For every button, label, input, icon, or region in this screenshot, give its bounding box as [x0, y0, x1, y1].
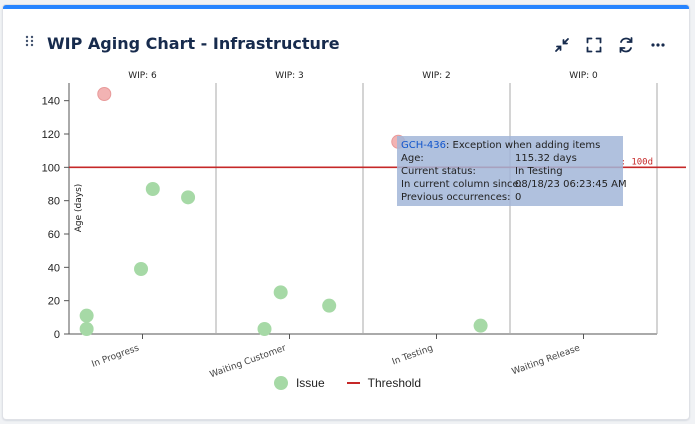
x-tick-label: Waiting Customer	[209, 343, 288, 380]
issue-tooltip: GCH-436: Exception when adding items Age…	[397, 136, 627, 206]
issue-point	[181, 190, 196, 205]
legend-issue-marker	[273, 376, 288, 390]
issue-point	[145, 182, 160, 196]
legend-item-issue[interactable]: Issue	[273, 376, 325, 390]
gadget-toolbar	[553, 36, 667, 54]
tooltip-row-age: Age: 115.32 days	[401, 152, 619, 165]
y-tick-label: 20	[48, 296, 60, 308]
tooltip-label: In current column since:	[401, 179, 523, 190]
issue-point-highlighted	[97, 87, 112, 101]
issue-point	[134, 262, 149, 276]
issue-point	[322, 298, 337, 313]
tooltip-label: Current status:	[401, 166, 476, 177]
gadget-card: WIP Aging Chart - Infrastructure	[3, 5, 689, 419]
issue-point	[273, 285, 288, 300]
wip-label: WIP: 6	[128, 71, 157, 81]
y-tick-label: 100	[42, 162, 60, 174]
x-tick-label: In Progress	[90, 343, 140, 369]
issue-key-link[interactable]: GCH-436	[401, 140, 446, 151]
tooltip-value: 115.32 days	[515, 153, 577, 164]
y-axis-label: Age (days)	[74, 184, 84, 233]
issue-point	[473, 318, 488, 333]
y-tick-label: 120	[42, 129, 60, 141]
issue-point	[79, 308, 94, 323]
more-icon[interactable]	[649, 36, 667, 54]
tooltip-label: Previous occurrences:	[401, 192, 511, 203]
threshold-tag: : 100d	[620, 157, 653, 167]
issue-point	[257, 322, 272, 336]
drag-handle-icon[interactable]	[25, 35, 35, 49]
legend-threshold-label: Threshold	[367, 376, 422, 390]
y-tick-label: 140	[42, 96, 60, 108]
wip-label: WIP: 3	[275, 71, 304, 81]
tooltip-row-occurrences: Previous occurrences: 0	[401, 191, 619, 204]
tooltip-label: Age:	[401, 153, 424, 164]
refresh-icon[interactable]	[617, 36, 635, 54]
tooltip-value: In Testing	[515, 166, 563, 177]
wip-label: WIP: 0	[569, 71, 598, 81]
legend-issue-label: Issue	[295, 376, 325, 390]
y-tick-label: 80	[48, 196, 60, 208]
gadget-title: WIP Aging Chart - Infrastructure	[47, 34, 340, 53]
y-tick-label: 0	[54, 329, 60, 341]
legend-threshold-marker	[346, 382, 360, 384]
issue-summary: : Exception when adding items	[445, 140, 601, 151]
tooltip-row-status: Current status: In Testing	[401, 165, 619, 178]
tooltip-value: 0	[515, 192, 522, 203]
y-tick-label: 60	[48, 229, 60, 241]
legend-item-threshold[interactable]: Threshold	[346, 376, 422, 390]
wip-label: WIP: 2	[422, 71, 451, 81]
chart-legend: Issue Threshold	[0, 376, 695, 390]
issue-point	[79, 322, 94, 336]
tooltip-value: 08/18/23 06:23:45 AM	[515, 179, 627, 190]
fullscreen-icon[interactable]	[585, 36, 603, 54]
tooltip-row-since: In current column since: 08/18/23 06:23:…	[401, 178, 627, 191]
collapse-icon[interactable]	[553, 36, 571, 54]
x-tick-label: Waiting Release	[511, 343, 582, 377]
y-tick-label: 40	[48, 262, 60, 274]
x-tick-label: In Testing	[391, 343, 435, 367]
